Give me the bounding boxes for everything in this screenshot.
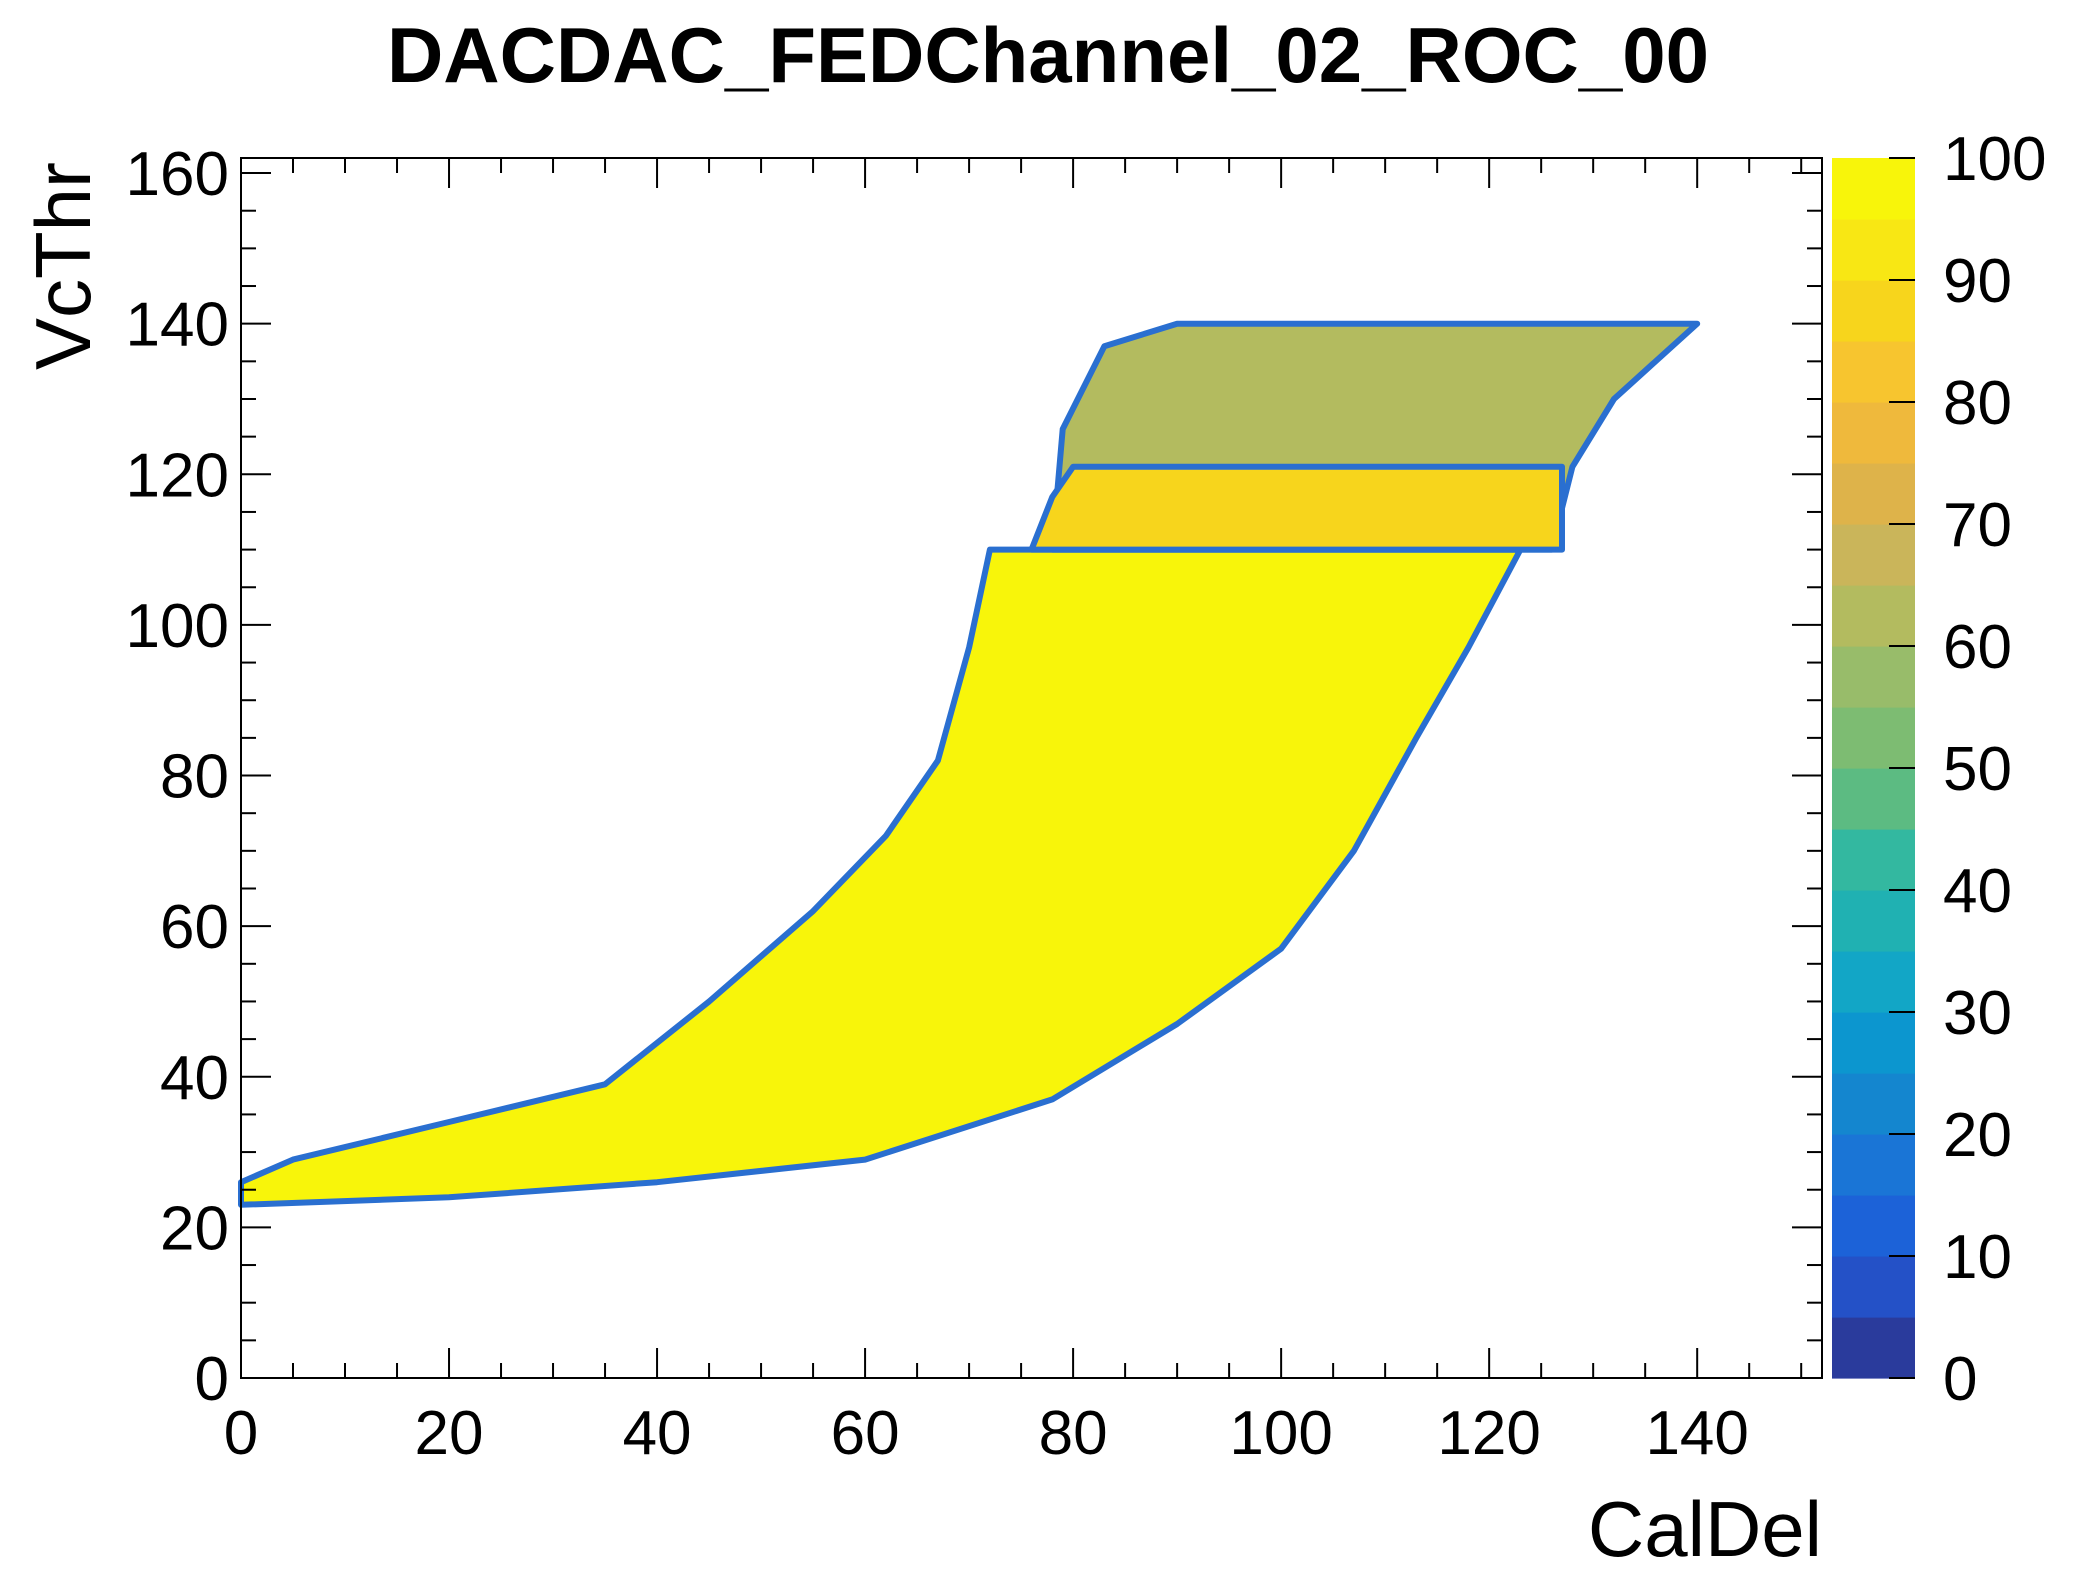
y-tick-label: 80 [160, 743, 229, 812]
x-tick-label: 60 [831, 1399, 900, 1468]
colorbar-segment [1832, 1073, 1915, 1135]
colorbar-tick-label: 70 [1943, 491, 2012, 560]
x-tick-label: 0 [224, 1399, 258, 1468]
heatmap-plot-area [238, 320, 1701, 1208]
y-axis: 0 20 40 60 80 100 120 140 160 [126, 140, 1822, 1414]
colorbar-tick-label: 10 [1943, 1223, 2012, 1292]
y-tick-label: 120 [126, 441, 229, 510]
colorbar-tick-label: 80 [1943, 369, 2012, 438]
plot-frame [240, 157, 1823, 1379]
colorbar-segment [1832, 402, 1915, 464]
colorbar: 0 10 20 30 40 50 60 70 80 90 100 [1832, 125, 2046, 1414]
y-tick-label: 140 [126, 291, 229, 360]
colorbar-segment [1832, 1195, 1915, 1257]
colorbar-tick-label: 90 [1943, 247, 2012, 316]
colorbar-tick-label: 60 [1943, 613, 2012, 682]
colorbar-tick-label: 50 [1943, 735, 2012, 804]
x-axis-title: CalDel [1588, 1485, 1822, 1572]
colorbar-segment [1832, 890, 1915, 952]
colorbar-segment [1832, 1256, 1915, 1318]
colorbar-segment [1832, 463, 1915, 525]
colorbar-segment [1832, 1134, 1915, 1196]
colorbar-segment [1832, 524, 1915, 586]
colorbar-segment [1832, 646, 1915, 708]
y-tick-label: 160 [126, 140, 229, 209]
x-axis: 0 20 40 60 80 100 120 140 [224, 158, 1803, 1468]
y-tick-label: 0 [195, 1345, 229, 1414]
colorbar-segment [1832, 158, 1915, 220]
colorbar-segment [1832, 1317, 1915, 1379]
y-tick-label: 100 [126, 592, 229, 661]
colorbar-tick-label: 40 [1943, 857, 2012, 926]
colorbar-segment [1832, 585, 1915, 647]
x-tick-label: 80 [1039, 1399, 1108, 1468]
colorbar-tick-label: 20 [1943, 1101, 2012, 1170]
heatmap-region-3 [1028, 463, 1565, 553]
colorbar-segment [1832, 707, 1915, 769]
x-tick-label: 120 [1437, 1399, 1540, 1468]
y-tick-label: 40 [160, 1044, 229, 1113]
colorbar-segment [1832, 219, 1915, 281]
heatmap-region-1 [238, 546, 1524, 1208]
colorbar-tick-label: 0 [1943, 1345, 1977, 1414]
x-tick-label: 20 [415, 1399, 484, 1468]
y-axis-title: VcThr [19, 162, 107, 370]
colorbar-tick-label: 100 [1943, 125, 2046, 194]
chart-title: DACDAC_FEDChannel_02_ROC_00 [387, 11, 1709, 99]
colorbar-segment [1832, 768, 1915, 830]
colorbar-segment [1832, 1012, 1915, 1074]
axes-frame [240, 157, 1823, 1379]
x-tick-label: 140 [1645, 1399, 1748, 1468]
colorbar-segment [1832, 341, 1915, 403]
colorbar-segment [1832, 280, 1915, 342]
colorbar-segment [1832, 951, 1915, 1013]
colorbar-tick-label: 30 [1943, 979, 2012, 1048]
y-tick-label: 60 [160, 893, 229, 962]
x-tick-label: 40 [623, 1399, 692, 1468]
x-tick-label: 100 [1229, 1399, 1332, 1468]
colorbar-segment [1832, 829, 1915, 891]
y-tick-label: 20 [160, 1194, 229, 1263]
